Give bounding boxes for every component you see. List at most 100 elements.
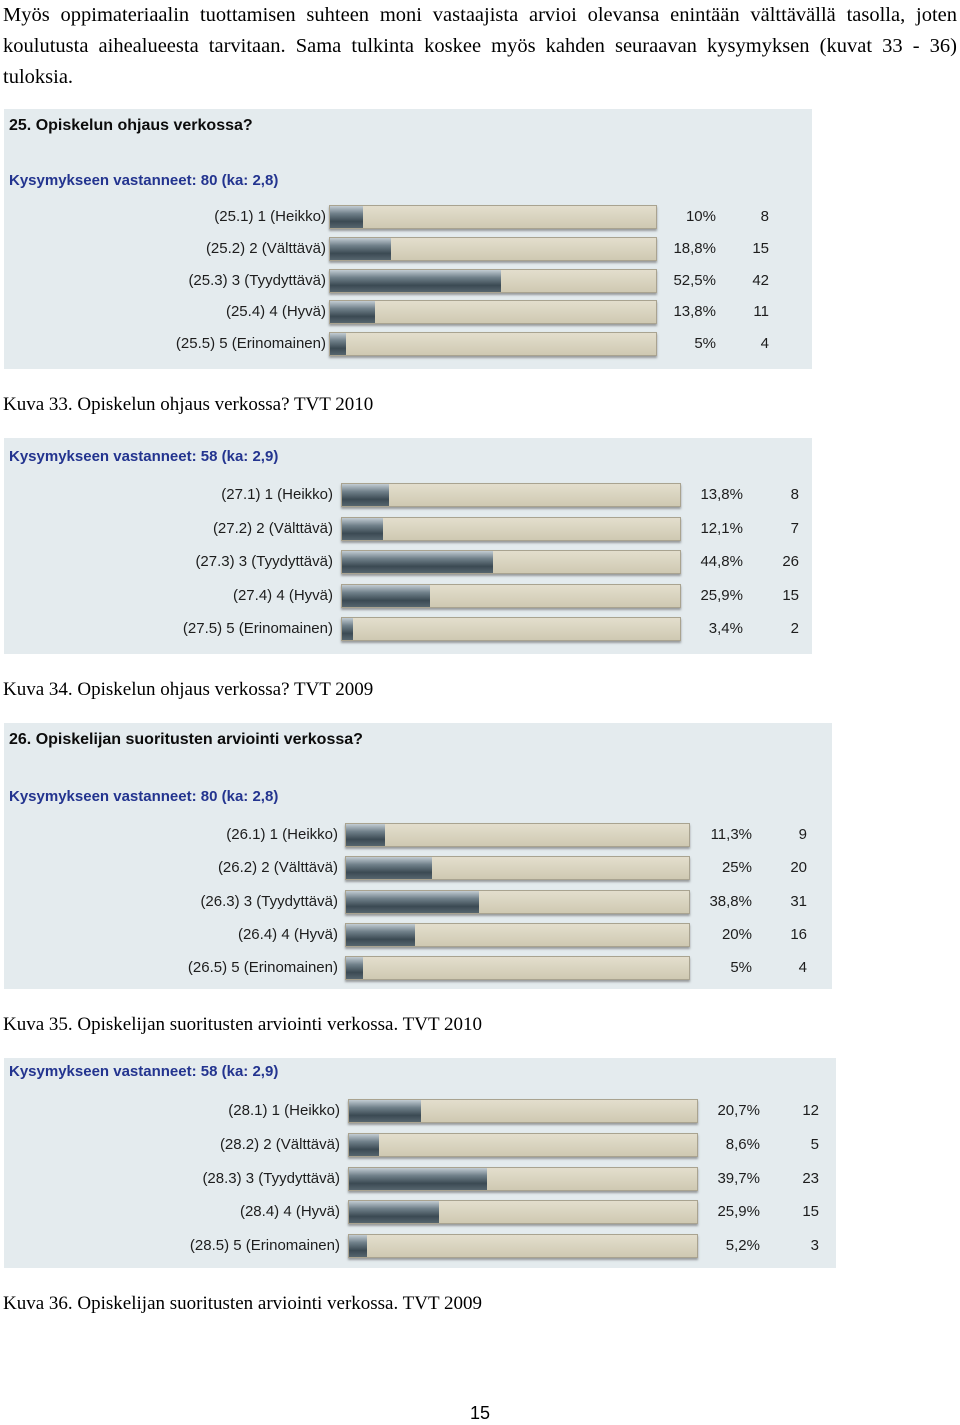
bar-fill bbox=[346, 824, 385, 846]
percent-value: 25% bbox=[721, 859, 752, 877]
bar-track bbox=[348, 1200, 698, 1225]
page-number: 15 bbox=[469, 1403, 491, 1423]
bar-track bbox=[341, 617, 681, 641]
option-label: (27.1) 1 (Heikko) bbox=[221, 486, 333, 503]
percent-value: 20,7% bbox=[717, 1102, 760, 1119]
chart-row: (27.3) 3 (Tyydyttävä) 44,8% 26 bbox=[4, 550, 812, 576]
percent-value: 18,8% bbox=[673, 239, 716, 257]
option-label: (25.4) 4 (Hyvä) bbox=[225, 303, 326, 321]
chart-row: (28.4) 4 (Hyvä) 25,9% 15 bbox=[4, 1200, 836, 1226]
chart-row: (27.2) 2 (Välttävä) 12,1% 7 bbox=[4, 516, 812, 543]
survey-chart-panel: 25. Opiskelun ohjaus verkossa? Kysymykse… bbox=[4, 109, 812, 369]
bar-fill bbox=[342, 517, 383, 540]
bar-track bbox=[345, 956, 690, 981]
bar-track bbox=[345, 922, 690, 947]
chart-row: (25.3) 3 (Tyydyttävä) 52,5% 42 bbox=[4, 268, 812, 295]
chart-row: (25.2) 2 (Välttävä) 18,8% 15 bbox=[4, 236, 812, 263]
percent-value: 38,8% bbox=[709, 892, 752, 910]
bar-fill bbox=[330, 206, 363, 228]
option-label: (27.4) 4 (Hyvä) bbox=[232, 586, 333, 604]
survey-chart-panel: Kysymykseen vastanneet: 58 (ka: 2,9) (28… bbox=[4, 1058, 836, 1268]
option-label: (26.4) 4 (Hyvä) bbox=[237, 925, 338, 943]
bar-fill bbox=[346, 957, 364, 980]
count-value: 15 bbox=[782, 586, 799, 604]
percent-value: 25,9% bbox=[717, 1203, 760, 1221]
chart-row: (26.4) 4 (Hyvä) 20% 16 bbox=[4, 922, 832, 949]
option-label: (27.3) 3 (Tyydyttävä) bbox=[195, 553, 333, 570]
count-value: 31 bbox=[790, 892, 807, 910]
chart-row: (27.5) 5 (Erinomainen) 3,4% 2 bbox=[4, 617, 812, 643]
bar-track bbox=[348, 1166, 698, 1191]
option-label: (27.5) 5 (Erinomainen) bbox=[182, 620, 333, 637]
bar-fill bbox=[349, 1133, 379, 1156]
bar-track bbox=[329, 236, 657, 261]
percent-value: 44,8% bbox=[700, 553, 743, 570]
count-value: 20 bbox=[790, 859, 807, 877]
percent-value: 5% bbox=[694, 335, 716, 353]
bar-track bbox=[329, 205, 657, 229]
percent-value: 13,8% bbox=[673, 303, 716, 321]
count-value: 8 bbox=[790, 486, 799, 503]
respondents-summary: Kysymykseen vastanneet: 58 (ka: 2,9) bbox=[9, 448, 279, 465]
count-value: 5 bbox=[810, 1135, 819, 1153]
bar-fill bbox=[346, 923, 415, 946]
count-value: 23 bbox=[802, 1169, 819, 1187]
option-label: (26.5) 5 (Erinomainen) bbox=[187, 959, 338, 977]
percent-value: 52,5% bbox=[673, 271, 716, 289]
option-label: (28.2) 2 (Välttävä) bbox=[219, 1135, 340, 1153]
count-value: 9 bbox=[798, 826, 807, 843]
count-value: 15 bbox=[802, 1203, 819, 1221]
percent-value: 39,7% bbox=[717, 1169, 760, 1187]
bar-fill bbox=[330, 237, 392, 260]
bar-track bbox=[329, 300, 657, 325]
survey-chart-panel: 26. Opiskelijan suoritusten arviointi ve… bbox=[4, 723, 832, 989]
bar-fill bbox=[342, 551, 494, 573]
count-value: 26 bbox=[782, 553, 799, 570]
chart-row: (25.5) 5 (Erinomainen) 5% 4 bbox=[4, 332, 812, 358]
bar-fill bbox=[349, 1201, 440, 1224]
count-value: 8 bbox=[760, 208, 769, 225]
bar-fill bbox=[330, 269, 502, 292]
count-value: 11 bbox=[753, 303, 769, 321]
chart-row: (27.1) 1 (Heikko) 13,8% 8 bbox=[4, 483, 812, 509]
count-value: 7 bbox=[790, 519, 799, 537]
chart-row: (27.4) 4 (Hyvä) 25,9% 15 bbox=[4, 583, 812, 610]
chart-row: (28.2) 2 (Välttävä) 8,6% 5 bbox=[4, 1132, 836, 1159]
figure-caption: Kuva 33. Opiskelun ohjaus verkossa? TVT … bbox=[3, 394, 374, 415]
option-label: (28.4) 4 (Hyvä) bbox=[239, 1203, 340, 1221]
bar-fill bbox=[342, 484, 389, 506]
figure-caption: Kuva 36. Opiskelijan suoritusten arvioin… bbox=[3, 1293, 482, 1314]
option-label: (26.3) 3 (Tyydyttävä) bbox=[200, 892, 338, 910]
count-value: 4 bbox=[760, 335, 769, 353]
percent-value: 8,6% bbox=[725, 1135, 760, 1153]
chart-row: (25.1) 1 (Heikko) 10% 8 bbox=[4, 205, 812, 231]
survey-chart-panel: Kysymykseen vastanneet: 58 (ka: 2,9) (27… bbox=[4, 438, 812, 654]
figure-caption: Kuva 34. Opiskelun ohjaus verkossa? TVT … bbox=[3, 679, 374, 700]
bar-track bbox=[345, 856, 690, 881]
option-label: (28.3) 3 (Tyydyttävä) bbox=[202, 1169, 340, 1187]
option-label: (25.1) 1 (Heikko) bbox=[214, 208, 326, 225]
chart-row: (26.2) 2 (Välttävä) 25% 20 bbox=[4, 856, 832, 882]
chart-row: (28.1) 1 (Heikko) 20,7% 12 bbox=[4, 1099, 836, 1125]
bar-track bbox=[341, 483, 681, 507]
bar-track bbox=[341, 516, 681, 541]
option-label: (27.2) 2 (Välttävä) bbox=[212, 519, 333, 537]
chart-row: (26.5) 5 (Erinomainen) 5% 4 bbox=[4, 956, 832, 982]
bar-fill bbox=[349, 1167, 488, 1190]
respondents-summary: Kysymykseen vastanneet: 58 (ka: 2,9) bbox=[9, 1063, 279, 1080]
bar-track bbox=[329, 268, 657, 293]
intro-paragraph: Myös oppimateriaalin tuottamisen suhteen… bbox=[3, 4, 957, 88]
bar-track bbox=[348, 1099, 698, 1123]
percent-value: 13,8% bbox=[700, 486, 743, 503]
respondents-summary: Kysymykseen vastanneet: 80 (ka: 2,8) bbox=[9, 172, 279, 189]
figure-caption: Kuva 35. Opiskelijan suoritusten arvioin… bbox=[3, 1014, 482, 1035]
bar-track bbox=[348, 1234, 698, 1259]
chart-row: (25.4) 4 (Hyvä) 13,8% 11 bbox=[4, 300, 812, 326]
count-value: 15 bbox=[752, 239, 769, 257]
respondents-summary: Kysymykseen vastanneet: 80 (ka: 2,8) bbox=[9, 788, 279, 805]
percent-value: 25,9% bbox=[700, 586, 743, 604]
option-label: (28.1) 1 (Heikko) bbox=[228, 1102, 340, 1119]
count-value: 4 bbox=[798, 959, 807, 977]
count-value: 12 bbox=[802, 1102, 819, 1119]
count-value: 42 bbox=[752, 271, 769, 289]
